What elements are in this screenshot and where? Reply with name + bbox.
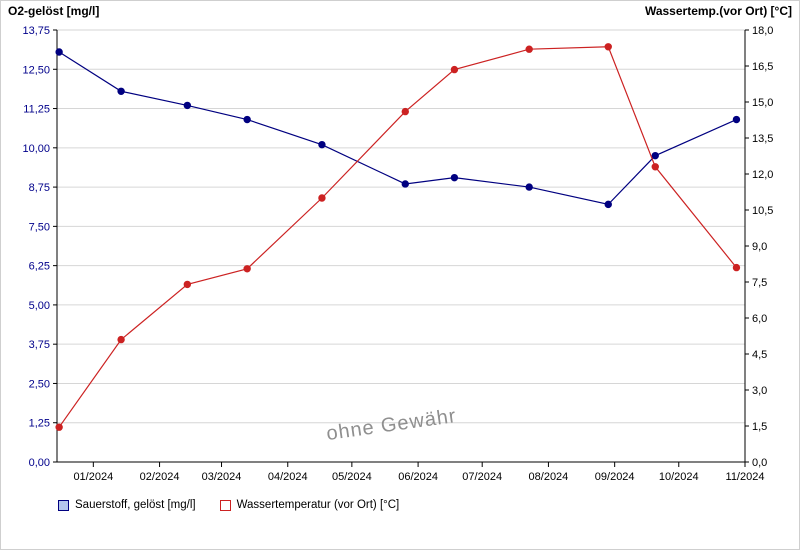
oxygen-series-line	[58, 51, 737, 206]
left-axis-tick-label: 10,00	[22, 143, 50, 155]
x-axis-ticks: 01/2024 02/2024 03/2024 04/2024 05/2024 06/20…	[73, 462, 764, 483]
oxygen-series-point	[183, 101, 192, 110]
x-axis-tick-label: 07/2024	[462, 471, 502, 483]
right-axis-tick-label: 18,0	[752, 25, 773, 37]
oxygen-series-point	[243, 115, 251, 124]
temperature-series-point	[117, 335, 125, 344]
temperature-series-point	[651, 163, 659, 171]
oxygen-series-point	[651, 151, 659, 160]
x-axis-tick-label: 09/2024	[595, 471, 635, 483]
left-axis-tick-label: 3,75	[29, 339, 50, 351]
left-axis-tick-label: 7,50	[29, 221, 50, 233]
right-axis-tick-label: 7,5	[752, 277, 767, 289]
oxygen-legend-label: Sauerstoff, gelöst [mg/l]	[75, 499, 196, 511]
left-axis-tick-label: 6,25	[29, 261, 50, 273]
oxygen-series-point	[401, 180, 409, 188]
right-axis-tick-label: 12,0	[752, 169, 773, 181]
left-axis-tick-label: 0,00	[29, 457, 50, 469]
temperature-series-point	[183, 280, 192, 289]
x-axis-tick-label: 06/2024	[398, 471, 438, 483]
oxygen-legend-swatch-icon	[58, 499, 69, 511]
x-axis-tick-label: 10/2024	[659, 471, 699, 483]
left-axis-tick-label: 5,00	[29, 300, 50, 312]
oxygen-series-point	[604, 200, 612, 209]
right-axis-tick-label: 10,5	[752, 205, 773, 217]
temperature-series-point	[525, 45, 533, 53]
axis-frame	[56, 30, 746, 463]
x-axis-tick-label: 11/2024	[726, 471, 765, 483]
right-axis-ticks: 0,0 1,5 3,0 4,5 6,0 7,5 9,0 10,5 12,0 13,5 15,0 16,…	[745, 25, 773, 469]
right-axis-tick-label: 0,0	[752, 457, 767, 469]
oxygen-series-point	[732, 115, 741, 124]
temperature-series-point	[401, 107, 409, 116]
temperature-legend-label: Wassertemperatur (vor Ort) [°C]	[236, 499, 400, 511]
left-axis-tick-label: 8,75	[29, 182, 50, 194]
left-axis-tick-label: 13,75	[22, 25, 50, 37]
temperature-series-line	[58, 46, 737, 428]
temperature-series-point	[243, 265, 251, 273]
right-axis-tick-label: 15,0	[752, 97, 773, 109]
right-axis-tick-label: 13,5	[752, 133, 773, 145]
temperature-series-point	[732, 263, 741, 272]
oxygen-series-point	[525, 183, 533, 191]
x-axis-tick-label: 05/2024	[332, 471, 372, 483]
legend: Sauerstoff, gelöst [mg/l] Wassertemperat…	[58, 499, 399, 511]
x-axis-tick-label: 01/2024	[73, 471, 113, 483]
temperature-series	[55, 43, 741, 431]
left-axis-tick-label: 12,50	[22, 64, 50, 76]
x-axis-tick-label: 02/2024	[140, 471, 180, 483]
right-axis-tick-label: 1,5	[752, 421, 767, 433]
x-axis-tick-label: 03/2024	[202, 471, 242, 483]
left-axis-tick-label: 2,50	[29, 378, 50, 390]
right-axis-tick-label: 16,5	[752, 61, 773, 73]
legend-item-oxygen: Sauerstoff, gelöst [mg/l]	[58, 499, 196, 511]
right-axis-tick-label: 9,0	[752, 241, 767, 253]
oxygen-series-point	[318, 140, 326, 149]
right-axis-tick-label: 3,0	[752, 385, 767, 397]
right-axis-tick-label: 4,5	[752, 349, 767, 361]
temperature-series-point	[604, 43, 612, 51]
oxygen-series	[55, 48, 741, 209]
left-axis-tick-label: 1,25	[29, 418, 50, 430]
temperature-series-point	[318, 194, 326, 202]
right-axis-tick-label: 6,0	[752, 313, 767, 325]
oxygen-series-point	[117, 87, 125, 95]
legend-item-temperature: Wassertemperatur (vor Ort) [°C]	[219, 499, 400, 511]
temperature-legend-swatch-icon	[219, 499, 231, 511]
left-axis-tick-label: 11,25	[23, 104, 50, 116]
temperature-series-point	[450, 65, 459, 74]
oxygen-series-point	[55, 48, 63, 56]
x-axis-tick-label: 04/2024	[268, 471, 308, 483]
temperature-series-point	[55, 423, 63, 431]
left-axis-ticks: 0,00 1,25 2,50 3,75 5,00 6,25 7,50 8,75 10,00 11,…	[22, 25, 57, 469]
x-axis-tick-label: 08/2024	[529, 471, 569, 483]
gridlines	[57, 29, 745, 463]
right-axis-title: Wassertemp.(vor Ort) [°C]	[644, 4, 792, 18]
oxygen-series-point	[450, 173, 459, 182]
left-axis-title: O2-gelöst [mg/l]	[8, 4, 100, 18]
